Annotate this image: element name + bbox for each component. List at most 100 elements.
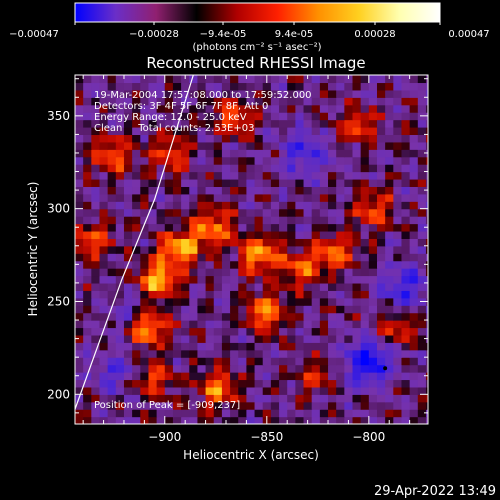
heatmap-cell [75,89,84,98]
heatmap-cell [230,193,239,202]
heatmap-cell [181,290,190,299]
heatmap-cell [279,305,288,314]
heatmap-cell [115,112,125,121]
heatmap-cell [352,186,362,195]
heatmap-cell [393,349,403,358]
heatmap-cell [164,193,174,202]
heatmap-cell [376,230,386,239]
heatmap-cell [107,357,117,366]
heatmap-cell [336,342,345,351]
heatmap-cell [230,238,239,247]
heatmap-cell [401,171,411,180]
heatmap-cell [140,112,150,121]
heatmap-cell [303,312,313,321]
heatmap-cell [83,171,92,180]
heatmap-cell [360,216,370,225]
heatmap-cell [107,171,117,180]
heatmap-cell [368,320,378,329]
heatmap-cell [328,275,337,284]
heatmap-cell [115,230,125,239]
heatmap-cell [287,186,296,195]
heatmap-cell [254,305,264,314]
heatmap-cell [336,401,345,410]
heatmap-cell [360,305,370,314]
heatmap-cell [132,141,141,150]
heatmap-cell [311,208,321,217]
heatmap-cell [115,357,125,366]
heatmap-cell [75,290,84,299]
heatmap-cell [107,201,117,210]
heatmap-cell [254,238,264,247]
heatmap-cell [213,193,223,202]
heatmap-cell [238,379,247,388]
heatmap-cell [303,372,313,381]
heatmap-cell [197,186,207,195]
heatmap-cell [75,364,84,373]
heatmap-cell [181,334,190,343]
heatmap-cell [132,216,141,225]
heatmap-cell [279,75,288,84]
heatmap-cell [368,193,378,202]
heatmap-cell [132,297,141,306]
heatmap-cell [238,230,247,239]
heatmap-cell [221,134,231,143]
heatmap-cell [303,401,313,410]
heatmap-cell [287,141,296,150]
heatmap-cell [319,97,329,106]
heatmap-cell [385,282,394,291]
heatmap-cell [221,186,231,195]
heatmap-cell [197,156,207,165]
heatmap-cell [368,89,378,98]
heatmap-cell [311,253,321,262]
x-axis-label: Heliocentric X (arcsec) [183,448,319,462]
heatmap-cell [181,401,190,410]
heatmap-cell [107,282,117,291]
heatmap-cell [328,104,337,113]
heatmap-cell [376,82,386,91]
heatmap-cell [254,134,264,143]
heatmap-cell [107,164,117,173]
heatmap-cell [319,409,329,418]
heatmap-cell [148,171,158,180]
heatmap-cell [344,253,354,262]
heatmap-cell [270,297,280,306]
heatmap-cell [352,327,362,336]
heatmap-cell [287,164,296,173]
heatmap-cell [360,379,370,388]
heatmap-cell [230,379,239,388]
heatmap-cell [164,126,174,136]
heatmap-cell [287,149,296,158]
y-axis-tick-label: 200 [47,387,70,401]
heatmap-cell [328,312,337,321]
heatmap-cell [287,75,296,84]
heatmap-cell [164,297,174,306]
heatmap-cell [197,416,207,424]
heatmap-cell [156,238,166,247]
heatmap-cell [156,349,166,358]
heatmap-cell [123,208,133,217]
heatmap-cell [156,216,166,225]
heatmap-cell [107,320,117,329]
heatmap-cell [425,320,428,329]
heatmap-cell [360,245,370,254]
heatmap-cell [238,178,247,187]
heatmap-cell [189,268,199,277]
heatmap-cell [83,312,92,321]
heatmap-cell [376,201,386,210]
heatmap-cell [197,164,207,173]
heatmap-cell [91,260,101,269]
heatmap-cell [270,193,280,202]
heatmap-cell [376,112,386,121]
heatmap-cell [417,401,427,410]
heatmap-cell [238,201,247,210]
heatmap-cell [295,156,305,165]
heatmap-cell [360,327,370,336]
heatmap-cell [238,97,247,106]
heatmap-cell [295,260,305,269]
heatmap-cell [409,119,419,128]
heatmap-cell [262,386,272,395]
heatmap-cell [328,297,337,306]
heatmap-cell [246,97,256,106]
heatmap-cell [425,171,428,180]
heatmap-cell [319,372,329,381]
